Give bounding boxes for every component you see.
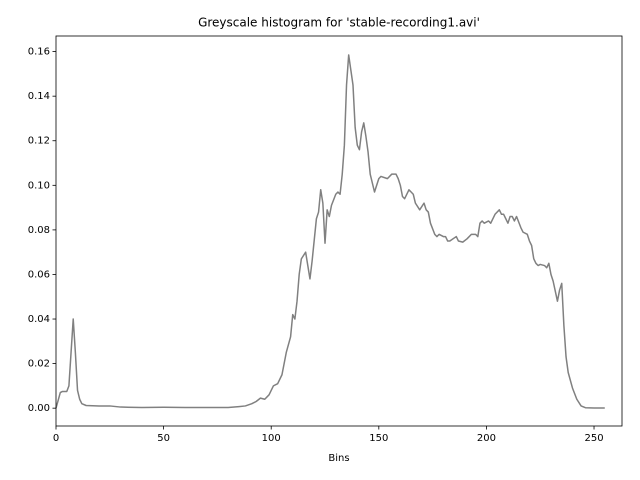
x-tick-label: 200 xyxy=(477,433,496,444)
x-tick-label: 50 xyxy=(157,433,170,444)
y-tick-label: 0.04 xyxy=(28,314,50,325)
x-tick-label: 0 xyxy=(53,433,59,444)
y-tick-label: 0.00 xyxy=(28,403,50,414)
y-tick-label: 0.12 xyxy=(28,136,50,147)
data-line xyxy=(55,54,605,409)
chart-title: Greyscale histogram for 'stable-recordin… xyxy=(198,16,480,30)
x-tick-label: 100 xyxy=(262,433,281,444)
x-axis-label: Bins xyxy=(328,453,349,464)
axes-frame xyxy=(55,35,623,427)
y-tick-label: 0.14 xyxy=(28,91,50,102)
y-tick-label: 0.08 xyxy=(28,225,50,236)
x-tick-label: 150 xyxy=(369,433,388,444)
y-tick-label: 0.06 xyxy=(28,269,50,280)
y-tick-label: 0.16 xyxy=(28,47,50,58)
y-tick-label: 0.10 xyxy=(28,180,50,191)
plot-area xyxy=(55,54,605,409)
x-tick-label: 250 xyxy=(584,433,603,444)
y-tick-label: 0.02 xyxy=(28,359,50,370)
